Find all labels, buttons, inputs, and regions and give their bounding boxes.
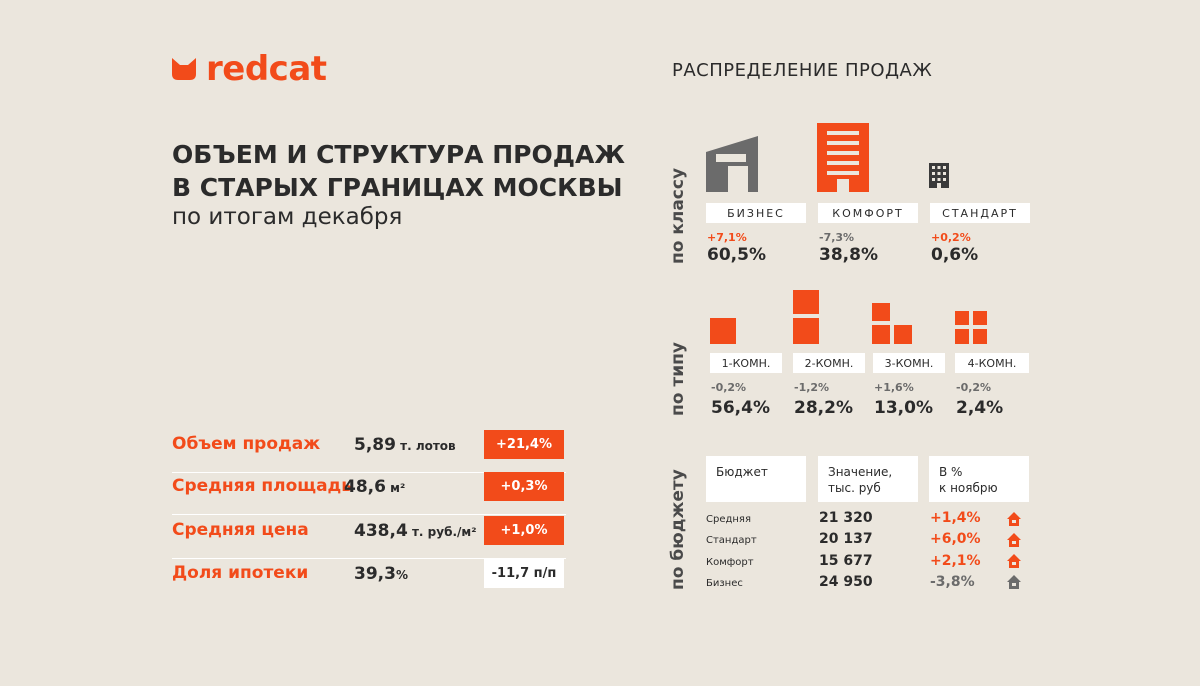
type-share-3-room: 13,0% [874,398,933,418]
class-label-comfort: КОМФОРТ [818,203,918,223]
standard-building-icon [929,163,949,188]
metric-change-badge: +21,4% [484,430,564,459]
redcat-logo-icon [172,58,196,80]
metric-label: Средняя площадь [172,476,353,496]
budget-row-label: Стандарт [706,535,757,546]
metric-row-average-area: Средняя площадь 48,6 м² +0,3% [172,472,566,515]
metric-row-average-price: Средняя цена 438,4 т. руб./м² +1,0% [172,516,566,559]
type-label-2-room: 2-КОМН. [793,353,865,373]
budget-row-pct: +1,4% [930,510,981,526]
metric-value: 48,6 м² [344,477,406,497]
budget-header-value: Значение, тыс. руб [818,456,918,502]
type-share-2-room: 28,2% [794,398,853,418]
budget-header-percent: В % к ноябрю [929,456,1029,502]
type-label-4-room: 4-КОМН. [955,353,1029,373]
brand-name: redcat [206,49,327,89]
class-share-standard: 0,6% [931,245,979,265]
two-room-icon [793,290,819,344]
budget-row-label: Средняя [706,514,751,525]
brand-logo: redcat [172,52,327,86]
type-label-1-room: 1-КОМН. [710,353,782,373]
three-room-icon [872,303,912,344]
budget-row-label: Комфорт [706,557,754,568]
section-label-by-budget: по бюджету [668,469,688,590]
budget-row-value: 15 677 [819,553,873,569]
page-subtitle: по итогам декабря [172,204,403,230]
type-change-4-room: -0,2% [956,381,992,394]
type-change-1-room: -0,2% [711,381,747,394]
type-share-4-room: 2,4% [956,398,1004,418]
budget-row-label: Бизнес [706,578,743,589]
class-share-business: 60,5% [707,245,766,265]
class-change-standard: +0,2% [931,231,971,244]
budget-row-value: 20 137 [819,531,873,547]
metric-change-badge: -11,7 п/п [484,559,564,588]
page-title-line1: ОБЪЕМ И СТРУКТУРА ПРОДАЖ [172,140,625,169]
type-change-3-room: +1,6% [874,381,914,394]
metric-value: 39,3% [354,564,408,584]
house-up-icon [1007,533,1021,547]
metric-change-badge: +1,0% [484,516,564,545]
section-label-by-type: по типу [668,342,688,416]
section-label-by-class: по классу [668,167,688,264]
house-up-icon [1007,512,1021,526]
class-change-business: +7,1% [707,231,747,244]
type-change-2-room: -1,2% [794,381,830,394]
class-share-comfort: 38,8% [819,245,878,265]
metric-label: Доля ипотеки [172,563,309,583]
class-label-standard: СТАНДАРТ [930,203,1030,223]
type-share-1-room: 56,4% [711,398,770,418]
metric-row-mortgage-share: Доля ипотеки 39,3% -11,7 п/п [172,559,566,602]
class-change-comfort: -7,3% [819,231,855,244]
house-up-icon [1007,554,1021,568]
budget-row-pct: -3,8% [930,574,975,590]
metric-row-sales-volume: Объем продаж 5,89 т. лотов +21,4% [172,430,566,473]
house-down-icon [1007,575,1021,589]
class-label-business: БИЗНЕС [706,203,806,223]
one-room-icon [710,318,736,344]
metric-value: 5,89 т. лотов [354,435,456,455]
metric-label: Средняя цена [172,520,309,540]
comfort-building-icon [817,123,869,192]
metric-change-badge: +0,3% [484,472,564,501]
distribution-title: РАСПРЕДЕЛЕНИЕ ПРОДАЖ [672,60,933,81]
page-title-line2: В СТАРЫХ ГРАНИЦАХ МОСКВЫ [172,173,623,202]
budget-row-value: 24 950 [819,574,873,590]
business-building-icon [706,136,758,192]
budget-row-value: 21 320 [819,510,873,526]
metric-value: 438,4 т. руб./м² [354,521,477,541]
budget-row-pct: +6,0% [930,531,981,547]
four-room-icon [955,311,987,344]
type-label-3-room: 3-КОМН. [873,353,945,373]
budget-header-budget: Бюджет [706,456,806,502]
metric-label: Объем продаж [172,434,321,454]
budget-row-pct: +2,1% [930,553,981,569]
